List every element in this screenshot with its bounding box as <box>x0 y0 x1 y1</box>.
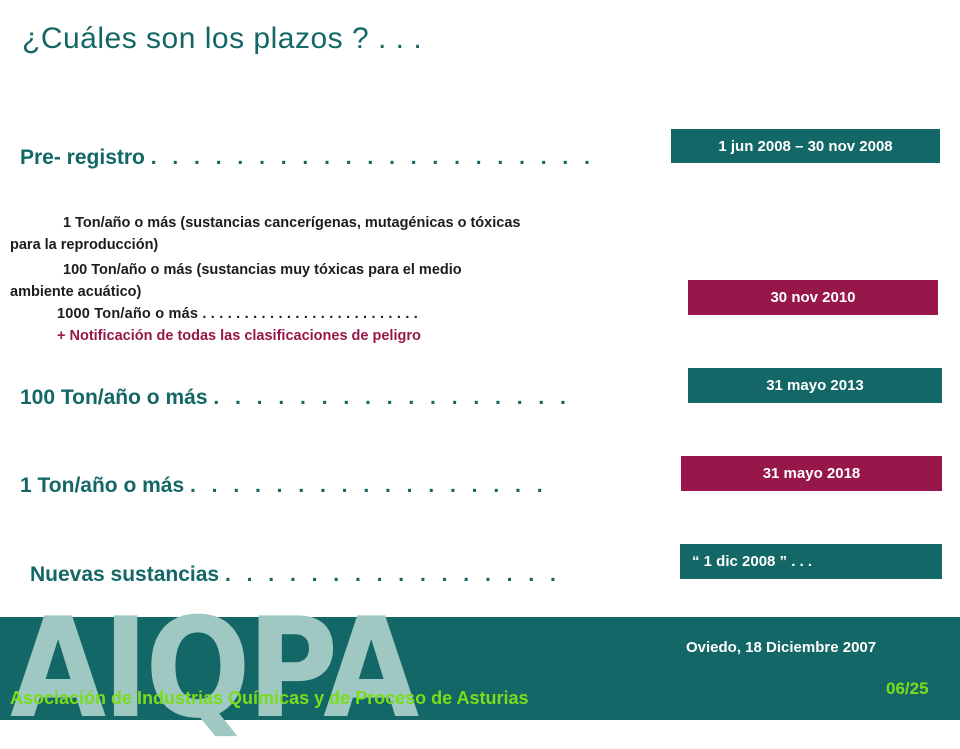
tier-2010-line6: + Notificación de todas las clasificacio… <box>57 328 421 344</box>
tier-100-date: 31 mayo 2013 <box>766 377 864 394</box>
pre-registro-dots: . . . . . . . . . . . . . . . . . . . . … <box>150 146 595 169</box>
tier-100-dots: . . . . . . . . . . . . . . . . . <box>213 386 571 409</box>
association-name: Asociación de Industrias Químicas y de P… <box>10 688 529 708</box>
tier-100-label: 100 Ton/año o más . . . . . . . . . . . … <box>20 386 571 410</box>
nuevas-date: “ 1 dic 2008 ” . . . <box>692 553 813 570</box>
tier-2010-date-box: 30 nov 2010 <box>688 280 938 315</box>
nuevas-date-box: “ 1 dic 2008 ” . . . <box>680 544 942 579</box>
nuevas-text: Nuevas sustancias <box>30 563 220 586</box>
pre-registro-text: Pre- registro <box>20 146 145 169</box>
tier-2010-line3: 100 Ton/año o más (sustancias muy tóxica… <box>63 262 462 278</box>
pre-registro-date-box: 1 jun 2008 – 30 nov 2008 <box>671 129 940 163</box>
tier-1-date: 31 mayo 2018 <box>762 465 861 482</box>
pre-registro-label: Pre- registro . . . . . . . . . . . . . … <box>20 146 595 170</box>
tier-100-date-box: 31 mayo 2013 <box>688 368 942 403</box>
aiqpa-logo: AIQPA <box>10 588 419 749</box>
tier-1-date-box: 31 mayo 2018 <box>681 456 942 491</box>
tier-1-text: 1 Ton/año o más <box>20 474 185 497</box>
tier-1-dots: . . . . . . . . . . . . . . . . . <box>189 474 548 497</box>
tier-100-text: 100 Ton/año o más <box>20 386 208 409</box>
nuevas-label: Nuevas sustancias . . . . . . . . . . . … <box>30 563 561 587</box>
tier-1-label: 1 Ton/año o más . . . . . . . . . . . . … <box>20 474 548 498</box>
tier-2010-line1: 1 Ton/año o más (sustancias cancerígenas… <box>63 215 521 231</box>
tier-2010-line4: ambiente acuático) <box>10 284 142 300</box>
nuevas-dots: . . . . . . . . . . . . . . . . <box>224 563 561 586</box>
tier-2010-line2: para la reproducción) <box>10 237 159 253</box>
footer-band <box>0 617 960 720</box>
place-date: Oviedo, 18 Diciembre 2007 <box>686 639 877 656</box>
pre-registro-date: 1 jun 2008 – 30 nov 2008 <box>718 137 893 155</box>
tier-2010-date: 30 nov 2010 <box>770 289 856 306</box>
page-title: ¿Cuáles son los plazos ? . . . <box>22 22 423 55</box>
tier-2010-line5: 1000 Ton/año o más . . . . . . . . . . .… <box>57 306 419 322</box>
page-number: 06/25 <box>886 679 929 698</box>
